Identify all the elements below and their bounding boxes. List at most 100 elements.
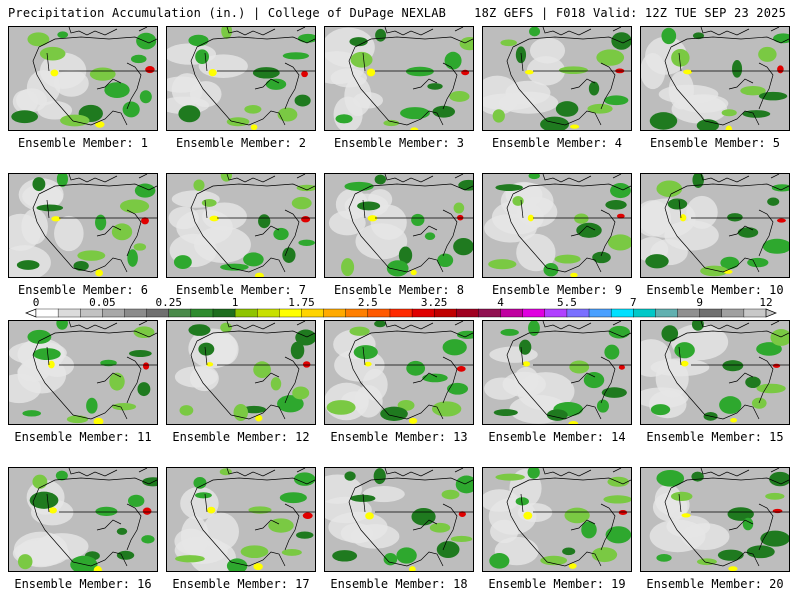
colorbar-swatch bbox=[323, 308, 347, 318]
colorbar-swatch bbox=[367, 308, 391, 318]
precip-map bbox=[166, 173, 316, 278]
colorbar-swatch bbox=[146, 308, 170, 318]
ensemble-member-label: Ensemble Member: 18 bbox=[330, 577, 468, 591]
colorbar-swatch bbox=[80, 308, 103, 318]
precip-map bbox=[640, 173, 790, 278]
colorbar-swatch bbox=[433, 308, 457, 318]
precip-map bbox=[482, 26, 632, 131]
precip-map bbox=[8, 173, 158, 278]
colorbar-tick-label: 0.25 bbox=[155, 296, 182, 309]
colorbar-swatch bbox=[655, 308, 679, 318]
ensemble-member-panel[interactable]: Ensemble Member: 5 bbox=[640, 26, 790, 156]
ensemble-member-panel[interactable]: Ensemble Member: 19 bbox=[482, 467, 632, 597]
ensemble-member-panel[interactable]: Ensemble Member: 9 bbox=[482, 173, 632, 303]
colorbar-swatch bbox=[301, 308, 325, 318]
ensemble-member-panel[interactable]: Ensemble Member: 2 bbox=[166, 26, 316, 156]
colorbar-swatch bbox=[544, 308, 568, 318]
ensemble-member-label: Ensemble Member: 15 bbox=[646, 430, 784, 444]
ensemble-member-panel[interactable]: Ensemble Member: 8 bbox=[324, 173, 474, 303]
colorbar-swatch bbox=[500, 308, 524, 318]
colorbar-swatch bbox=[478, 308, 502, 318]
colorbar-swatch bbox=[633, 308, 656, 318]
ensemble-member-panel[interactable]: Ensemble Member: 11 bbox=[8, 320, 158, 450]
colorbar-swatch bbox=[699, 308, 723, 318]
colorbar-tick-label: 2.5 bbox=[358, 296, 378, 309]
colorbar-tick-label: 1.75 bbox=[288, 296, 315, 309]
ensemble-member-label: Ensemble Member: 8 bbox=[333, 283, 465, 297]
ensemble-member-label: Ensemble Member: 1 bbox=[17, 136, 149, 150]
precip-map bbox=[482, 467, 632, 572]
ensemble-member-panel[interactable]: Ensemble Member: 4 bbox=[482, 26, 632, 156]
colorbar-swatch bbox=[411, 308, 435, 318]
ensemble-member-panel[interactable]: Ensemble Member: 13 bbox=[324, 320, 474, 450]
ensemble-member-label: Ensemble Member: 19 bbox=[488, 577, 626, 591]
precip-map bbox=[482, 320, 632, 425]
colorbar-swatch bbox=[522, 308, 546, 318]
ensemble-member-panel[interactable]: Ensemble Member: 3 bbox=[324, 26, 474, 156]
ensemble-member-label: Ensemble Member: 16 bbox=[14, 577, 152, 591]
ensemble-member-panel[interactable]: Ensemble Member: 12 bbox=[166, 320, 316, 450]
colorbar-swatch bbox=[124, 308, 148, 318]
ensemble-member-panel[interactable]: Ensemble Member: 10 bbox=[640, 173, 790, 303]
precip-map bbox=[482, 173, 632, 278]
colorbar-swatch bbox=[566, 308, 590, 318]
ensemble-member-label: Ensemble Member: 14 bbox=[488, 430, 626, 444]
colorbar-swatch bbox=[389, 308, 413, 318]
ensemble-member-label: Ensemble Member: 7 bbox=[175, 283, 307, 297]
precip-map bbox=[640, 467, 790, 572]
ensemble-member-label: Ensemble Member: 6 bbox=[17, 283, 149, 297]
colorbar-swatch bbox=[168, 308, 192, 318]
precip-map bbox=[324, 467, 474, 572]
colorbar-swatch bbox=[610, 308, 634, 318]
ensemble-member-panel[interactable]: Ensemble Member: 20 bbox=[640, 467, 790, 597]
colorbar-swatch bbox=[212, 308, 236, 318]
ensemble-member-label: Ensemble Member: 13 bbox=[330, 430, 468, 444]
colorbar-max-arrow bbox=[765, 308, 777, 318]
ensemble-member-label: Ensemble Member: 3 bbox=[333, 136, 465, 150]
chart-title: Precipitation Accumulation (in.) | Colle… bbox=[8, 6, 447, 20]
colorbar-tick-label: 12 bbox=[759, 296, 772, 309]
colorbar-swatch bbox=[743, 308, 767, 318]
colorbar-swatch bbox=[234, 308, 258, 318]
ensemble-member-label: Ensemble Member: 4 bbox=[491, 136, 623, 150]
precip-map bbox=[166, 467, 316, 572]
colorbar-swatch bbox=[721, 308, 745, 318]
ensemble-member-panel[interactable]: Ensemble Member: 16 bbox=[8, 467, 158, 597]
colorbar-tick-label: 5.5 bbox=[557, 296, 577, 309]
colorbar-swatch bbox=[190, 308, 214, 318]
ensemble-member-panel[interactable]: Ensemble Member: 17 bbox=[166, 467, 316, 597]
ensemble-member-label: Ensemble Member: 5 bbox=[649, 136, 781, 150]
ensemble-member-panel[interactable]: Ensemble Member: 15 bbox=[640, 320, 790, 450]
ensemble-member-panel[interactable]: Ensemble Member: 14 bbox=[482, 320, 632, 450]
ensemble-member-panel[interactable]: Ensemble Member: 7 bbox=[166, 173, 316, 303]
precip-map bbox=[324, 26, 474, 131]
colorbar-swatch bbox=[102, 308, 125, 318]
ensemble-member-panel[interactable]: Ensemble Member: 1 bbox=[8, 26, 158, 156]
precip-map bbox=[324, 320, 474, 425]
precip-map bbox=[8, 467, 158, 572]
ensemble-member-label: Ensemble Member: 17 bbox=[172, 577, 310, 591]
colorbar-swatch bbox=[588, 308, 612, 318]
colorbar-tick-label: 9 bbox=[696, 296, 703, 309]
ensemble-member-panel[interactable]: Ensemble Member: 18 bbox=[324, 467, 474, 597]
precip-map bbox=[640, 320, 790, 425]
precip-map bbox=[166, 26, 316, 131]
ensemble-member-label: Ensemble Member: 10 bbox=[646, 283, 784, 297]
colorbar-swatch bbox=[57, 308, 81, 318]
ensemble-member-label: Ensemble Member: 11 bbox=[14, 430, 152, 444]
ensemble-member-label: Ensemble Member: 12 bbox=[172, 430, 310, 444]
ensemble-member-label: Ensemble Member: 9 bbox=[491, 283, 623, 297]
precip-map bbox=[8, 320, 158, 425]
colorbar-tick-label: 0.05 bbox=[89, 296, 116, 309]
ensemble-member-panel[interactable]: Ensemble Member: 6 bbox=[8, 173, 158, 303]
colorbar-swatch bbox=[345, 308, 369, 318]
colorbar-swatch bbox=[677, 308, 701, 318]
ensemble-member-label: Ensemble Member: 20 bbox=[646, 577, 784, 591]
valid-time: 18Z GEFS | F018 Valid: 12Z TUE SEP 23 20… bbox=[474, 6, 786, 20]
colorbar-tick-label: 4 bbox=[497, 296, 504, 309]
precip-map bbox=[166, 320, 316, 425]
precip-map bbox=[640, 26, 790, 131]
colorbar-swatch bbox=[35, 308, 59, 318]
colorbar-tick-label: 0 bbox=[33, 296, 40, 309]
colorbar-swatch bbox=[456, 308, 479, 318]
